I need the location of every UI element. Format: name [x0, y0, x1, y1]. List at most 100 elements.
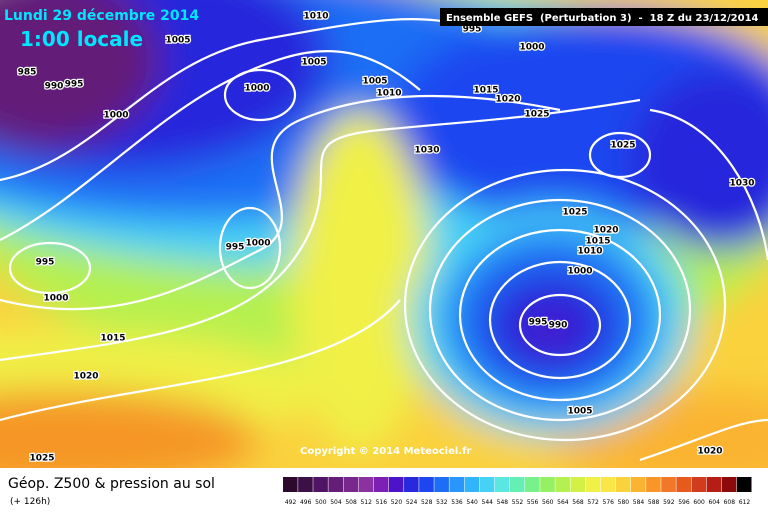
isobar-label: 1025 — [524, 110, 549, 120]
local-time: 1:00 locale — [20, 27, 143, 51]
legend-swatch — [630, 477, 646, 492]
legend-swatch — [449, 477, 465, 492]
isobar-label: 1005 — [165, 36, 190, 46]
legend-swatch — [298, 477, 313, 492]
legend-level: 592 — [663, 499, 675, 506]
isobar-label: 1010 — [303, 12, 328, 22]
isobar-label: 1015 — [473, 86, 498, 96]
isobar-label: 1020 — [593, 226, 618, 236]
legend-swatch — [464, 477, 480, 492]
legend-swatch — [706, 477, 722, 492]
footer-title: Géop. Z500 & pression au sol — [8, 476, 215, 492]
legend-level: 568 — [572, 499, 584, 506]
legend-swatch — [661, 477, 676, 492]
legend-level: 580 — [618, 499, 630, 506]
legend-level: 516 — [376, 499, 388, 506]
isobar-label: 1025 — [29, 454, 54, 464]
isobar-label: 1000 — [43, 294, 68, 304]
legend-level: 560 — [542, 499, 554, 506]
legend-swatch — [600, 477, 616, 492]
isobar-label: 1005 — [362, 77, 387, 87]
isobar-label: 1030 — [729, 179, 754, 189]
legend-level: 524 — [406, 499, 418, 506]
legend-swatch — [388, 477, 404, 492]
isobar-label: 995 — [226, 243, 245, 253]
legend-level: 572 — [587, 499, 599, 506]
legend-swatch — [721, 477, 737, 492]
isobar-label: 1010 — [577, 247, 602, 257]
isobar-label: 990 — [549, 321, 568, 331]
legend-level: 492 — [285, 499, 297, 506]
legend-swatch — [358, 477, 374, 492]
legend-level: 588 — [648, 499, 660, 506]
legend-level: 512 — [360, 499, 372, 506]
legend-level: 544 — [482, 499, 494, 506]
isobar-label: 995 — [36, 258, 55, 268]
isobar-label: 1020 — [73, 372, 98, 382]
legend-swatch — [646, 477, 661, 492]
isobar-label: 1025 — [562, 208, 587, 218]
isobar-label: 1000 — [245, 239, 270, 249]
legend-level: 500 — [315, 499, 327, 506]
legend-swatch — [676, 477, 691, 492]
legend-level: 540 — [466, 499, 478, 506]
legend-level: 556 — [527, 499, 539, 506]
legend-swatch — [615, 477, 631, 492]
legend-level: 508 — [345, 499, 357, 506]
lead-time: (+ 126h) — [10, 497, 50, 507]
isobar-label: 1000 — [244, 84, 269, 94]
isobar-label: 1005 — [301, 58, 326, 68]
legend-swatch — [419, 477, 434, 492]
legend-swatch — [404, 477, 419, 492]
legend-swatch — [525, 477, 540, 492]
legend-swatch — [509, 477, 525, 492]
legend-swatch — [570, 477, 586, 492]
color-legend: 492 496 500 504 508 512 516 520 524 528 532 536 540 5… — [283, 477, 752, 506]
legend-level: 496 — [300, 499, 312, 506]
copyright: Copyright © 2014 Meteociel.fr — [300, 446, 471, 457]
legend-swatch — [434, 477, 449, 492]
legend-swatch — [313, 477, 328, 492]
isobar-label: 1015 — [585, 237, 610, 247]
isobar-label: 1030 — [414, 146, 439, 156]
isobar-label: 1000 — [519, 43, 544, 53]
legend-level: 548 — [497, 499, 509, 506]
isobar-label: 1020 — [697, 447, 722, 457]
isobar-label: 1015 — [100, 334, 125, 344]
isobar-label: 1020 — [495, 95, 520, 105]
run-info: Ensemble GEFS (Perturbation 3) - 18 Z du… — [446, 13, 759, 24]
date-title: Lundi 29 décembre 2014 — [4, 8, 199, 24]
legend-swatch — [328, 477, 344, 492]
legend-swatch — [283, 477, 298, 492]
legend-swatch — [373, 477, 389, 492]
legend-level: 612 — [739, 499, 751, 506]
legend-level: 528 — [421, 499, 433, 506]
isobar-label: 1005 — [567, 407, 592, 417]
legend-swatch — [585, 477, 601, 492]
legend-level: 504 — [330, 499, 342, 506]
isobar-label: 1000 — [103, 111, 128, 121]
legend-level: 552 — [512, 499, 524, 506]
isobar-label: 1000 — [567, 267, 592, 277]
legend-level: 608 — [724, 499, 736, 506]
legend-level: 604 — [708, 499, 720, 506]
isobar-label: 995 — [529, 318, 548, 328]
legend-level: 600 — [693, 499, 705, 506]
legend-level: 576 — [603, 499, 615, 506]
isobar-label: 990 — [45, 82, 64, 92]
isobar-label: 1010 — [376, 89, 401, 99]
legend-level: 596 — [678, 499, 690, 506]
legend-swatch — [343, 477, 359, 492]
run-box — [440, 8, 768, 26]
isobar-label: 1025 — [610, 141, 635, 151]
isobar-label: 995 — [65, 80, 84, 90]
legend-swatch — [736, 477, 752, 492]
legend-swatch — [540, 477, 555, 492]
legend-swatch — [479, 477, 495, 492]
legend-level: 536 — [451, 499, 463, 506]
isobar-label: 985 — [18, 68, 37, 78]
legend-swatch — [555, 477, 570, 492]
